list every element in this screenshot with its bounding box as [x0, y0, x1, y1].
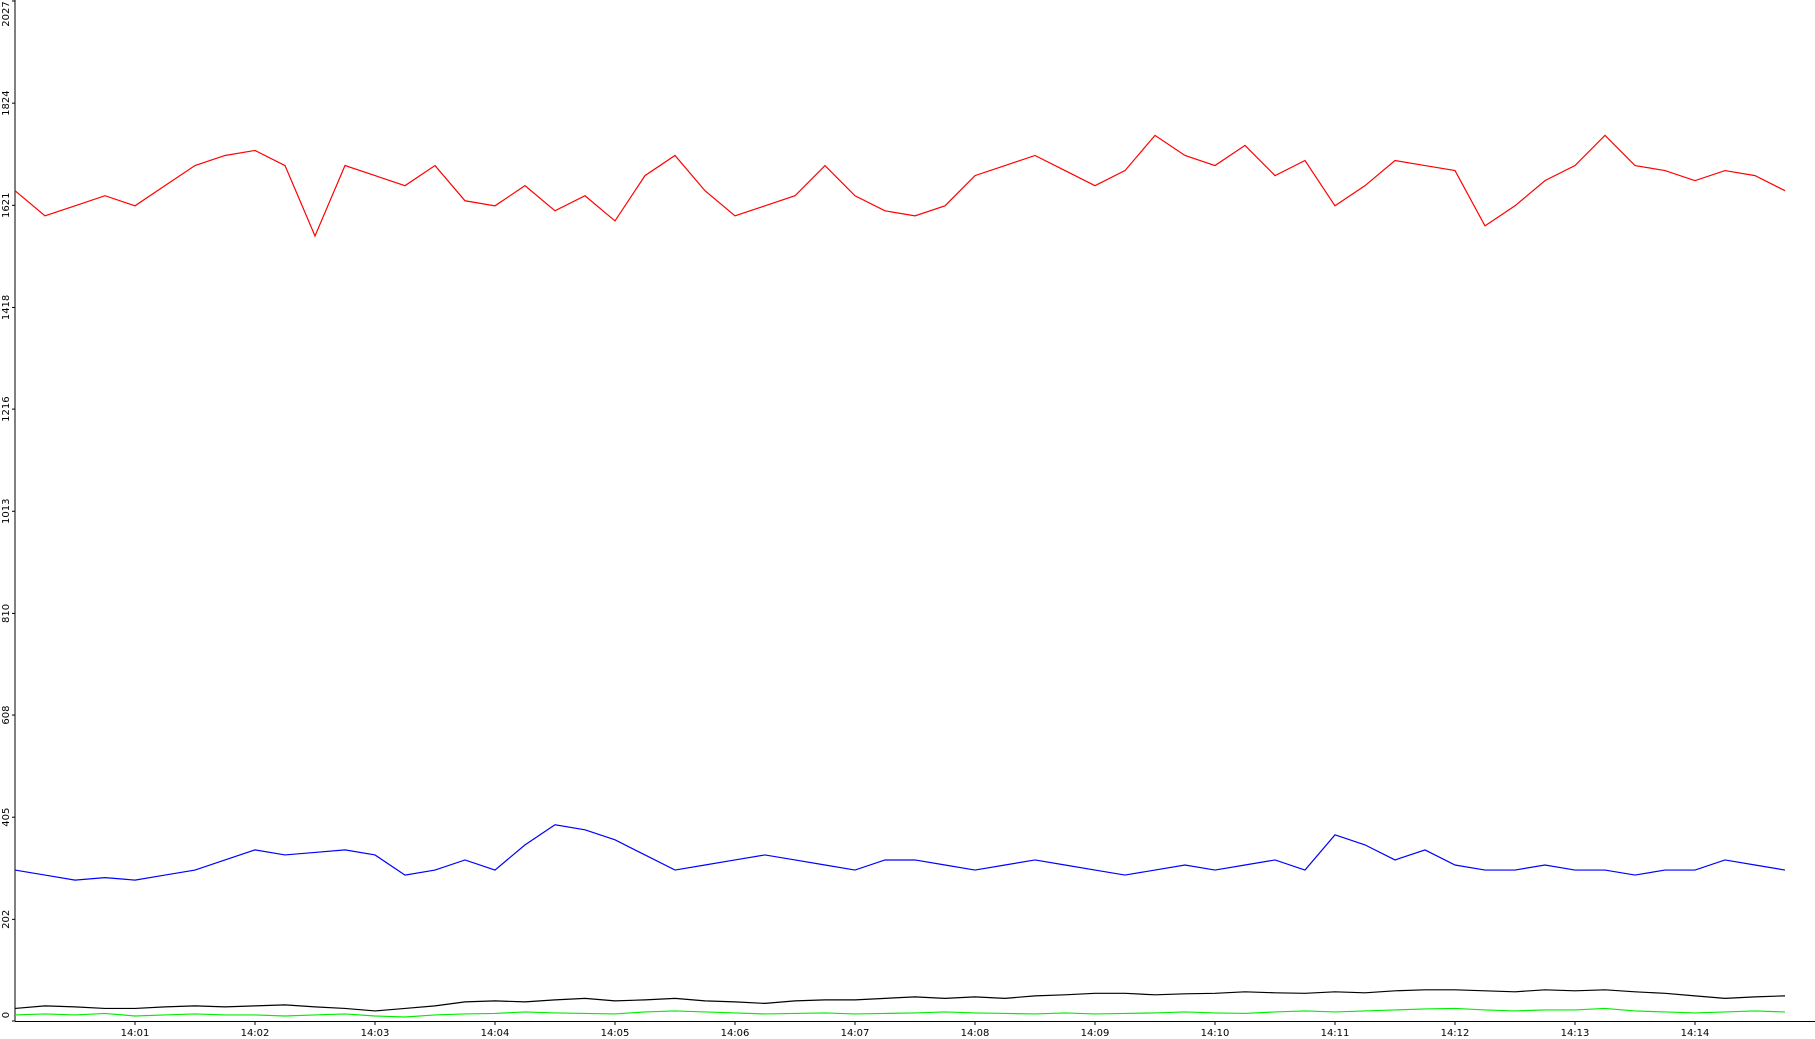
x-tick-label: 14:10 — [1201, 1028, 1230, 1039]
y-tick-label: 2027 — [1, 1, 12, 26]
x-tick-label: 14:09 — [1081, 1028, 1110, 1039]
x-tick-label: 14:14 — [1681, 1028, 1710, 1039]
y-tick-label: 1418 — [1, 295, 12, 320]
y-tick-label: 405 — [1, 808, 12, 827]
y-tick-label: 608 — [1, 706, 12, 725]
x-tick-label: 14:13 — [1561, 1028, 1590, 1039]
x-tick-label: 14:02 — [241, 1028, 270, 1039]
x-tick-label: 14:03 — [361, 1028, 390, 1039]
series-line — [14, 989, 1786, 1012]
x-tick-label: 14:05 — [601, 1028, 630, 1039]
series-line — [14, 134, 1786, 238]
y-tick-label: 1621 — [1, 193, 12, 218]
y-tick-label: 810 — [1, 604, 12, 623]
x-tick-label: 14:07 — [841, 1028, 870, 1039]
series-line — [14, 824, 1786, 881]
x-tick-label: 14:01 — [121, 1028, 150, 1039]
y-tick-label: 202 — [1, 910, 12, 929]
y-tick-label: 1013 — [1, 499, 12, 524]
x-tick-label: 14:12 — [1441, 1028, 1470, 1039]
y-tick-label: 0 — [1, 1012, 12, 1018]
x-tick-label: 14:04 — [481, 1028, 510, 1039]
y-tick-label: 1824 — [1, 90, 12, 115]
x-tick-label: 14:06 — [721, 1028, 750, 1039]
x-tick-label: 14:11 — [1321, 1028, 1350, 1039]
series-line — [14, 1007, 1786, 1018]
y-tick-label: 1216 — [1, 396, 12, 421]
x-tick-label: 14:08 — [961, 1028, 990, 1039]
